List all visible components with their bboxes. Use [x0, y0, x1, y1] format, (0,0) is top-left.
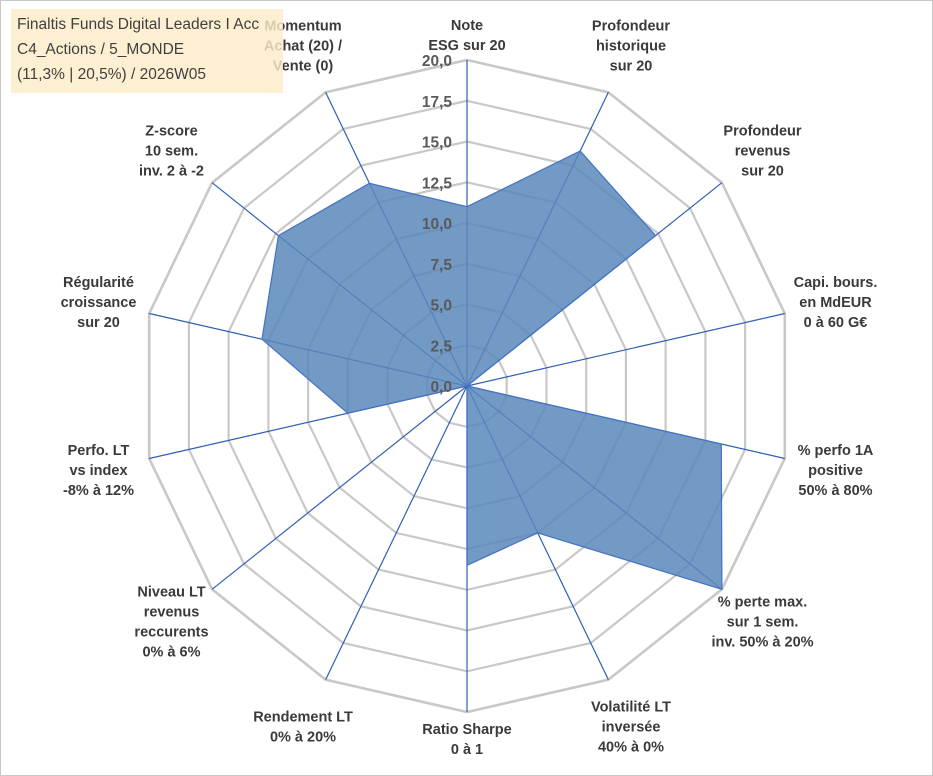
axis-label-line: Volatilité LT: [591, 700, 671, 716]
series-area: [261, 150, 723, 591]
axis-label-8: Rendement LT 0% à 20%: [253, 710, 353, 746]
data-point-7: [466, 564, 469, 567]
axis-label-line: revenus: [735, 143, 791, 159]
radial-tick-labels: 0,0 2,5 5,0 7,5 10,0 12,5 15,0 17,5 20,0: [422, 53, 453, 396]
axis-label-line: 0 à 60 G€: [804, 315, 868, 331]
axis-label-line: Profondeur: [592, 18, 670, 34]
axis-label-line: 40% à 0%: [598, 740, 664, 756]
axis-label-line: Régularité: [63, 275, 134, 291]
axis-label-13: Momentum Achat (20) / Vente (0): [264, 18, 342, 74]
axis-label-line: inversée: [602, 720, 661, 736]
data-point-6: [536, 531, 539, 534]
fund-name: Finaltis Funds Digital Leaders I Acc: [17, 16, 260, 33]
tick-label: 15,0: [422, 135, 452, 152]
axis-label-6: Volatilité LT inversée 40% à 0%: [591, 700, 671, 756]
axis-label-line: 0% à 6%: [142, 645, 200, 661]
tick-label: 2,5: [430, 338, 452, 355]
data-point-0: [466, 205, 469, 208]
spoke-9: [211, 385, 468, 590]
axis-label-line: Capi. bours.: [794, 275, 878, 291]
axis-label-line: % perte max.: [718, 595, 807, 611]
data-point-2: [654, 234, 657, 237]
axis-label-3: Capi. bours. en MdEUR 0 à 60 G€: [794, 275, 878, 331]
axis-label-line: Momentum: [264, 18, 341, 34]
axis-label-line: % perfo 1A: [798, 443, 874, 459]
axis-labels: Note ESG sur 20 Profondeur historique sur 20…: [61, 18, 878, 758]
fund-stats-week: (11,3% | 20,5%) / 2026W05: [17, 66, 206, 83]
axis-label-line: en MdEUR: [799, 295, 872, 311]
axis-label-line: Z-score: [145, 123, 197, 139]
axis-label-line: positive: [808, 463, 863, 479]
axis-label-line: vs index: [69, 463, 127, 479]
axis-label-line: 0% à 20%: [270, 730, 336, 746]
axis-label-line: revenus: [144, 605, 200, 621]
axis-label-10: Perfo. LT vs index -8% à 12%: [63, 443, 134, 499]
axis-label-line: inv. 50% à 20%: [711, 635, 813, 651]
axis-label-7: Ratio Sharpe 0 à 1: [422, 722, 511, 758]
axis-label-line: Profondeur: [723, 123, 801, 139]
axis-label-4: % perfo 1A positive 50% à 80%: [798, 443, 874, 499]
data-point-4: [720, 443, 723, 446]
axis-label-line: inv. 2 à -2: [139, 163, 204, 179]
axis-label-line: sur 20: [741, 163, 784, 179]
data-point-13: [368, 182, 371, 185]
axis-label-line: sur 20: [77, 315, 120, 331]
axis-label-11: Régularité croissance sur 20: [61, 275, 137, 331]
axis-label-line: sur 20: [610, 58, 653, 74]
axis-label-line: Niveau LT: [137, 585, 205, 601]
spoke-3: [466, 312, 785, 387]
fund-category: C4_Actions / 5_MONDE: [17, 41, 185, 58]
axis-label-line: Rendement LT: [253, 710, 353, 726]
tick-label: 12,5: [422, 175, 453, 192]
axis-label-line: reccurents: [134, 625, 208, 641]
axis-label-0: Note ESG sur 20: [428, 18, 505, 54]
axis-label-line: Achat (20) /: [264, 38, 342, 54]
radar-series: [261, 150, 723, 591]
tick-label: 17,5: [422, 94, 453, 111]
axis-label-1: Profondeur historique sur 20: [592, 18, 670, 74]
axis-label-line: sur 1 sem.: [727, 615, 799, 631]
fund-title-box: Finaltis Funds Digital Leaders I Acc C4_…: [11, 9, 283, 93]
data-point-11: [261, 338, 264, 341]
data-point-12: [277, 234, 280, 237]
axis-label-line: -8% à 12%: [63, 483, 134, 499]
axis-label-line: ESG sur 20: [428, 38, 505, 54]
tick-label: 10,0: [422, 216, 452, 233]
data-point-9: [466, 385, 469, 388]
axis-label-line: Perfo. LT: [68, 443, 130, 459]
axis-label-line: historique: [596, 38, 666, 54]
tick-label: 5,0: [430, 298, 452, 315]
axis-label-line: Ratio Sharpe: [422, 722, 511, 738]
axis-label-line: croissance: [61, 295, 137, 311]
tick-label: 20,0: [422, 53, 452, 70]
axis-label-line: Note: [451, 18, 483, 34]
tick-label: 0,0: [430, 379, 452, 396]
data-point-10: [346, 412, 349, 415]
axis-label-line: Vente (0): [273, 58, 334, 74]
axis-label-line: 0 à 1: [451, 742, 483, 758]
axis-label-line: 50% à 80%: [798, 483, 872, 499]
data-point-5: [720, 588, 723, 591]
axis-label-line: 10 sem.: [145, 143, 198, 159]
data-point-1: [579, 150, 582, 153]
tick-label: 7,5: [430, 257, 452, 274]
spoke-8: [325, 385, 468, 680]
axis-label-9: Niveau LT revenus reccurents 0% à 6%: [134, 585, 208, 661]
axis-label-2: Profondeur revenus sur 20: [723, 123, 801, 179]
axis-label-12: Z-score 10 sem. inv. 2 à -2: [139, 123, 204, 179]
axis-label-5: % perte max. sur 1 sem. inv. 50% à 20%: [711, 595, 813, 651]
